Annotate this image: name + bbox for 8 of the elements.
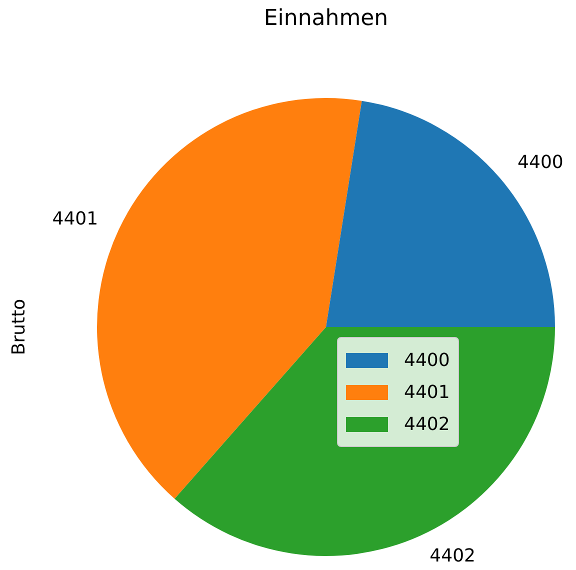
text: Brutto <box>8 298 30 356</box>
legend-label: 4400 <box>404 350 450 370</box>
legend-label: 4401 <box>404 382 450 402</box>
slice-label: 4402 <box>430 545 476 566</box>
legend-label: 4402 <box>404 414 450 434</box>
slice-label: 4400 <box>518 152 564 174</box>
chart-title: Einnahmen <box>262 6 390 31</box>
slice-label: 4401 <box>52 208 98 230</box>
